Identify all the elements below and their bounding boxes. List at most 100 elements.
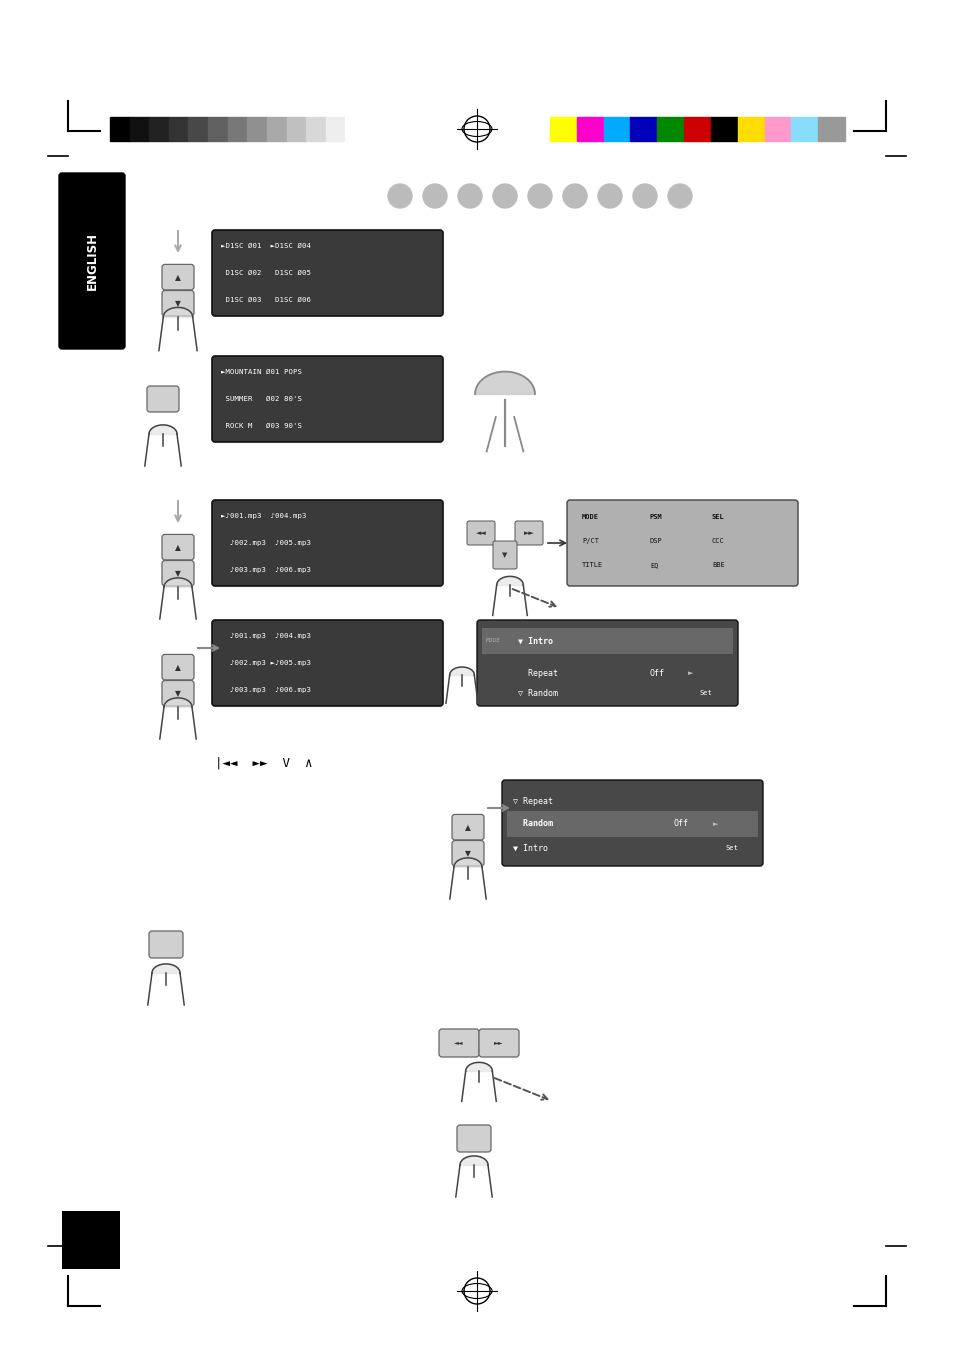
Text: ▼: ▼ bbox=[464, 848, 471, 858]
Bar bbox=[818, 118, 844, 141]
Bar bbox=[169, 118, 189, 141]
Text: ▲: ▲ bbox=[175, 662, 181, 671]
FancyBboxPatch shape bbox=[162, 654, 193, 680]
FancyBboxPatch shape bbox=[59, 173, 125, 349]
Text: CCC: CCC bbox=[711, 538, 724, 544]
Text: ►►: ►► bbox=[523, 530, 534, 536]
Text: ▼: ▼ bbox=[175, 689, 181, 697]
Text: MODE: MODE bbox=[485, 639, 500, 643]
FancyBboxPatch shape bbox=[212, 357, 442, 442]
Bar bbox=[657, 118, 683, 141]
Bar bbox=[110, 118, 130, 141]
FancyBboxPatch shape bbox=[493, 540, 517, 569]
Circle shape bbox=[457, 184, 481, 208]
Bar bbox=[189, 118, 208, 141]
Circle shape bbox=[527, 184, 552, 208]
FancyBboxPatch shape bbox=[566, 500, 797, 586]
Bar bbox=[791, 118, 818, 141]
Text: ▲: ▲ bbox=[464, 823, 471, 832]
Text: SEL: SEL bbox=[711, 513, 724, 520]
Text: ♪003.mp3  ♪006.mp3: ♪003.mp3 ♪006.mp3 bbox=[221, 566, 311, 573]
Text: BBE: BBE bbox=[711, 562, 724, 567]
Text: Random: Random bbox=[513, 820, 553, 828]
Text: ▲: ▲ bbox=[175, 543, 181, 551]
Text: Off: Off bbox=[672, 820, 687, 828]
Text: Set: Set bbox=[700, 690, 712, 696]
Text: ◄◄: ◄◄ bbox=[476, 530, 486, 536]
Circle shape bbox=[493, 184, 517, 208]
Text: ►♪001.mp3  ♪004.mp3: ►♪001.mp3 ♪004.mp3 bbox=[221, 513, 306, 519]
Text: Set: Set bbox=[724, 844, 737, 851]
Bar bbox=[306, 118, 325, 141]
Circle shape bbox=[422, 184, 447, 208]
Text: ►MOUNTAIN Ø01 POPS: ►MOUNTAIN Ø01 POPS bbox=[221, 369, 302, 376]
FancyBboxPatch shape bbox=[162, 681, 193, 707]
FancyBboxPatch shape bbox=[212, 230, 442, 316]
Text: ►: ► bbox=[712, 821, 718, 827]
FancyBboxPatch shape bbox=[162, 561, 193, 586]
FancyBboxPatch shape bbox=[212, 620, 442, 707]
FancyBboxPatch shape bbox=[501, 780, 762, 866]
Text: ▼: ▼ bbox=[175, 569, 181, 578]
Text: ◄◄: ◄◄ bbox=[454, 1040, 463, 1046]
FancyBboxPatch shape bbox=[162, 535, 193, 559]
FancyBboxPatch shape bbox=[162, 265, 193, 290]
Bar bbox=[208, 118, 228, 141]
FancyBboxPatch shape bbox=[452, 840, 483, 866]
Text: ♪001.mp3  ♪004.mp3: ♪001.mp3 ♪004.mp3 bbox=[221, 634, 311, 639]
Bar bbox=[130, 118, 149, 141]
FancyBboxPatch shape bbox=[162, 290, 193, 316]
Text: ♪002.mp3  ♪005.mp3: ♪002.mp3 ♪005.mp3 bbox=[221, 540, 311, 546]
Bar bbox=[481, 628, 732, 654]
Bar bbox=[550, 118, 577, 141]
Text: EQ: EQ bbox=[649, 562, 658, 567]
Text: Repeat: Repeat bbox=[517, 669, 558, 677]
Text: ►►: ►► bbox=[494, 1040, 503, 1046]
FancyBboxPatch shape bbox=[149, 931, 183, 958]
Bar bbox=[62, 1210, 120, 1269]
Text: ▲: ▲ bbox=[175, 273, 181, 281]
Text: TITLE: TITLE bbox=[581, 562, 602, 567]
Text: ►: ► bbox=[687, 670, 693, 676]
Text: ▽ Repeat: ▽ Repeat bbox=[513, 797, 553, 805]
Text: ENGLISH: ENGLISH bbox=[86, 232, 98, 290]
FancyBboxPatch shape bbox=[212, 500, 442, 586]
Bar bbox=[345, 118, 365, 141]
Circle shape bbox=[633, 184, 657, 208]
Bar bbox=[630, 118, 657, 141]
Bar bbox=[325, 118, 345, 141]
Bar bbox=[286, 118, 306, 141]
Circle shape bbox=[562, 184, 586, 208]
FancyBboxPatch shape bbox=[438, 1029, 478, 1056]
Bar bbox=[737, 118, 763, 141]
Text: |◄◄  ►►  V  ∧: |◄◄ ►► V ∧ bbox=[214, 757, 313, 770]
FancyBboxPatch shape bbox=[452, 815, 483, 840]
Text: ▼: ▼ bbox=[175, 299, 181, 308]
FancyBboxPatch shape bbox=[467, 521, 495, 544]
FancyBboxPatch shape bbox=[147, 386, 179, 412]
Text: ▽ Random: ▽ Random bbox=[517, 689, 558, 697]
Text: D1SC Ø02   D1SC Ø05: D1SC Ø02 D1SC Ø05 bbox=[221, 270, 311, 276]
Text: ♪002.mp3 ►♪005.mp3: ♪002.mp3 ►♪005.mp3 bbox=[221, 661, 311, 666]
Bar bbox=[603, 118, 630, 141]
Bar bbox=[577, 118, 603, 141]
Circle shape bbox=[667, 184, 691, 208]
Bar bbox=[710, 118, 737, 141]
Text: D1SC Ø03   D1SC Ø06: D1SC Ø03 D1SC Ø06 bbox=[221, 297, 311, 303]
Bar bbox=[228, 118, 247, 141]
Bar bbox=[247, 118, 267, 141]
Text: Off: Off bbox=[649, 669, 664, 677]
Bar bbox=[149, 118, 169, 141]
Bar bbox=[763, 118, 791, 141]
Text: ►D1SC Ø01  ►D1SC Ø04: ►D1SC Ø01 ►D1SC Ø04 bbox=[221, 243, 311, 250]
Text: SUMMER   Ø02 80'S: SUMMER Ø02 80'S bbox=[221, 396, 302, 403]
Text: ROCK M   Ø03 90'S: ROCK M Ø03 90'S bbox=[221, 423, 302, 428]
Text: DSP: DSP bbox=[649, 538, 662, 544]
FancyBboxPatch shape bbox=[456, 1125, 491, 1152]
FancyBboxPatch shape bbox=[478, 1029, 518, 1056]
Bar bbox=[267, 118, 286, 141]
Bar bbox=[683, 118, 710, 141]
Text: P/CT: P/CT bbox=[581, 538, 598, 544]
Circle shape bbox=[388, 184, 412, 208]
Text: ♪003.mp3  ♪006.mp3: ♪003.mp3 ♪006.mp3 bbox=[221, 686, 311, 693]
